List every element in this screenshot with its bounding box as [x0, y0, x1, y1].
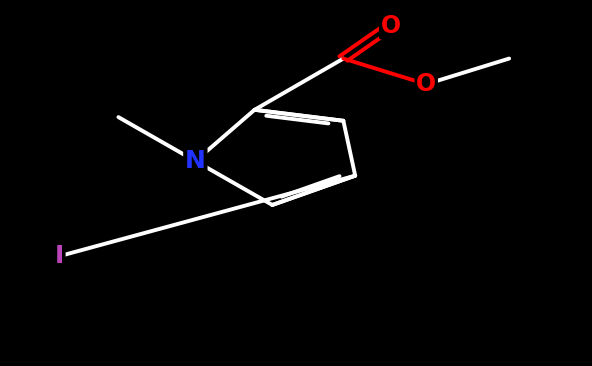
Text: O: O — [381, 14, 401, 38]
Text: O: O — [416, 72, 436, 96]
Text: N: N — [185, 149, 206, 173]
Text: I: I — [54, 244, 64, 268]
